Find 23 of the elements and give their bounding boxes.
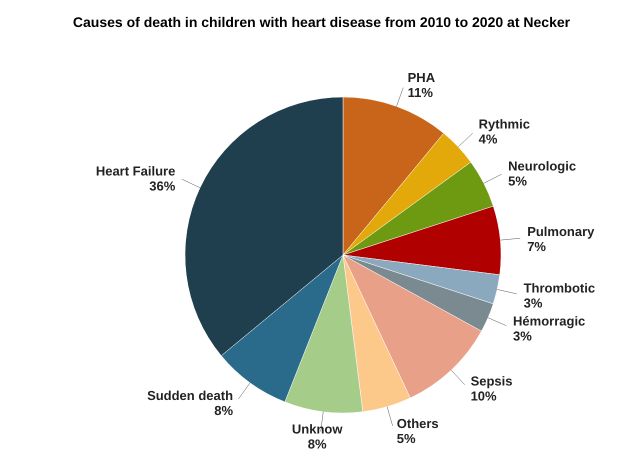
- slice-label: Rythmic: [478, 116, 530, 132]
- slice-label: Pulmonary: [527, 224, 596, 239]
- data-label: 10%: [470, 388, 498, 404]
- data-label: 8%: [214, 403, 234, 418]
- data-label: 8%: [308, 436, 328, 452]
- slice-label: PHA: [408, 70, 436, 85]
- slice-label: Sudden death: [147, 388, 234, 404]
- data-label: 5%: [396, 430, 416, 446]
- data-label: 7%: [527, 238, 546, 254]
- slice-label: Unknow: [292, 422, 344, 437]
- slice-label: Heart Failure: [96, 164, 176, 179]
- data-label: 11%: [408, 84, 434, 100]
- data-label: 5%: [508, 173, 528, 188]
- data-label: 36%: [149, 178, 176, 194]
- slice-label: Hémorragic: [513, 313, 586, 328]
- slice-label: Others: [396, 416, 439, 431]
- chart-title: Causes of death in children with heart disease from 2010 to 2020 at Necker: [72, 13, 572, 32]
- slice-label: Neurologic: [508, 158, 576, 174]
- data-label: 4%: [478, 131, 498, 146]
- data-label: 3%: [524, 296, 543, 311]
- data-label: 3%: [513, 328, 532, 344]
- slice-label: Thrombotic: [524, 280, 596, 296]
- slice-label: Sepsis: [470, 374, 513, 389]
